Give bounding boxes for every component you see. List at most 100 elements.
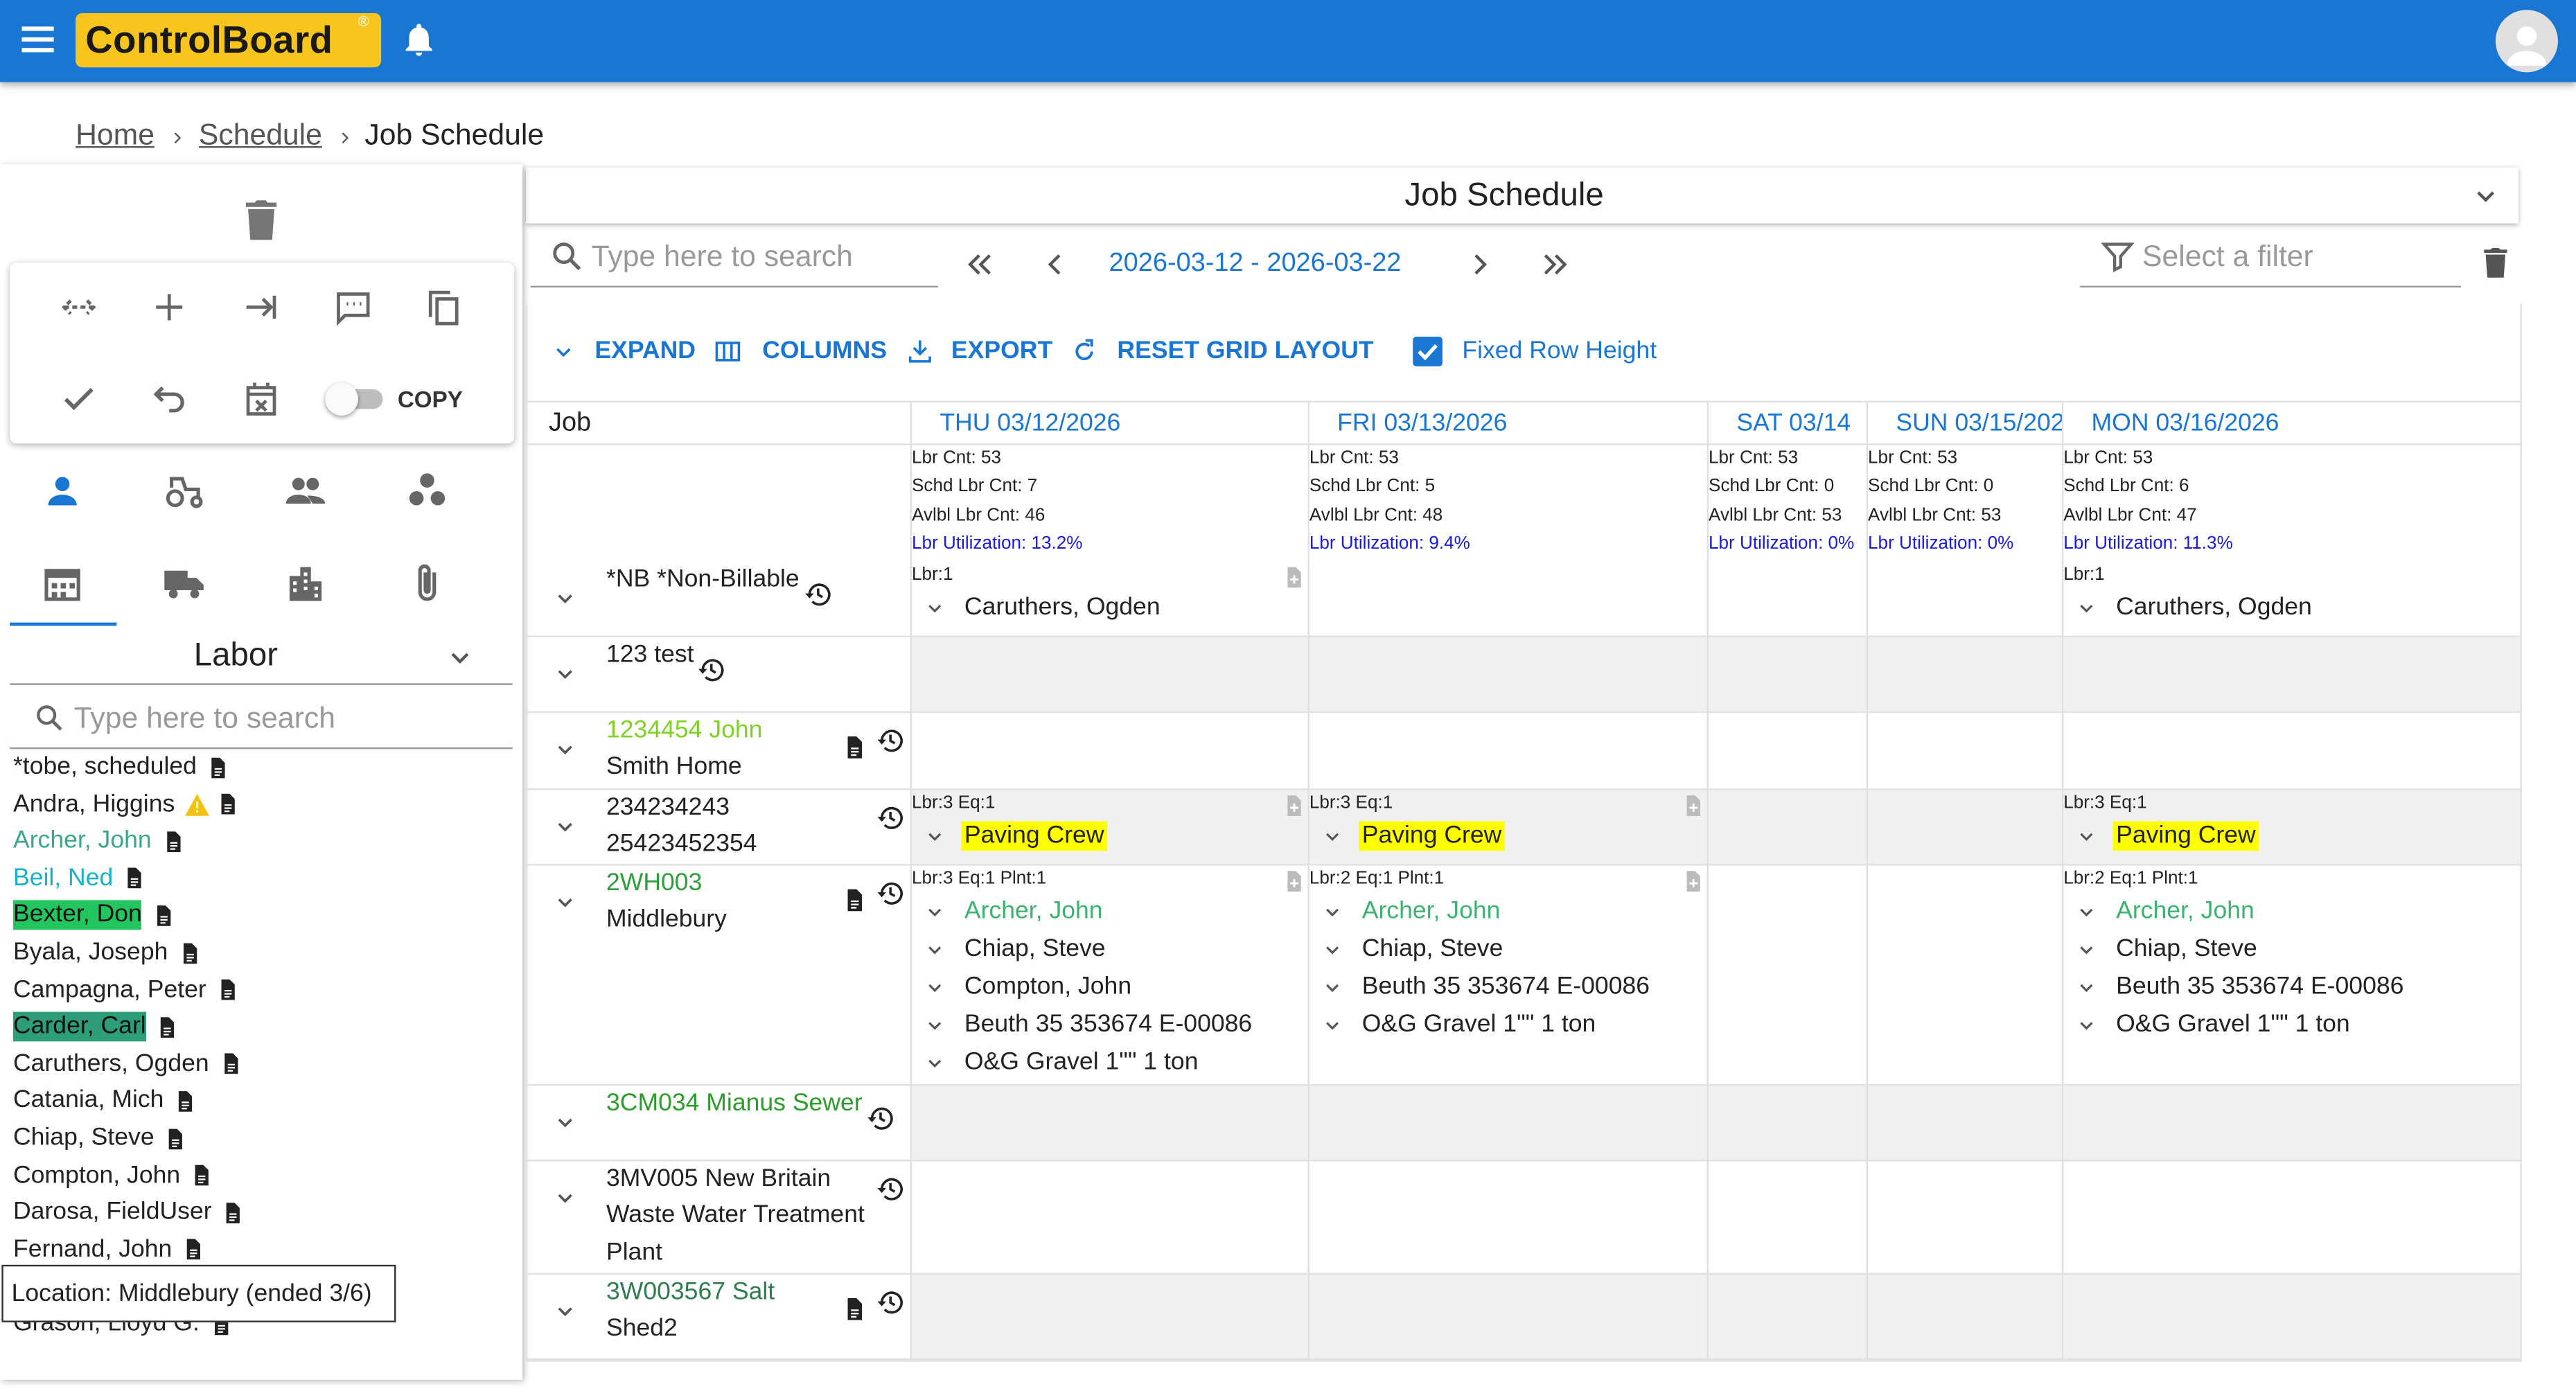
row-expand[interactable]	[550, 583, 580, 613]
action-button[interactable]: EXPORT	[951, 337, 1053, 365]
fixed-row-checkbox[interactable]	[1413, 337, 1443, 366]
avatar[interactable]	[2495, 10, 2558, 73]
cell-item[interactable]: Chiap, Steve	[1361, 934, 1503, 963]
toolbar-button[interactable]	[242, 287, 281, 327]
tab-button[interactable]	[41, 470, 84, 513]
doc-icon[interactable]	[164, 1126, 188, 1151]
delete-button[interactable]	[235, 194, 288, 247]
toolbar-button[interactable]	[150, 380, 189, 419]
labor-item[interactable]: Catania, Mich	[12, 1086, 164, 1115]
row-expand[interactable]	[550, 734, 580, 764]
doc-icon[interactable]	[151, 903, 176, 928]
tab-button[interactable]	[406, 470, 449, 513]
doc-icon[interactable]	[122, 866, 147, 891]
cell-item[interactable]: Paving Crew	[1358, 821, 1506, 851]
doc-icon[interactable]	[218, 1052, 243, 1076]
toolbar-button[interactable]	[59, 380, 98, 419]
tab-button[interactable]	[284, 470, 327, 513]
labor-item[interactable]: Beil, Ned	[12, 863, 114, 892]
job-history-icon[interactable]	[876, 1288, 906, 1318]
item-expand[interactable]	[921, 1012, 948, 1038]
item-expand[interactable]	[921, 898, 948, 925]
cell-item[interactable]: Beuth 35 353674 E-00086	[1361, 972, 1650, 1001]
menu-button[interactable]	[17, 18, 60, 61]
date-nav-button[interactable]	[1462, 247, 1498, 283]
item-expand[interactable]	[921, 937, 948, 963]
cell-item[interactable]: Paving Crew	[961, 821, 1108, 851]
cell-item[interactable]: Archer, John	[2116, 896, 2255, 925]
toolbar-button[interactable]	[242, 380, 281, 419]
job-history-icon[interactable]	[865, 1104, 895, 1133]
labor-item[interactable]: Bexter, Don	[12, 901, 142, 931]
labor-item[interactable]: Andra, Higgins	[12, 789, 175, 817]
cell-item[interactable]: Archer, John	[964, 896, 1103, 925]
cell-item[interactable]: Paving Crew	[2112, 821, 2259, 851]
cell-item[interactable]: Compton, John	[964, 972, 1132, 1001]
item-expand[interactable]	[1319, 823, 1346, 849]
tab-button[interactable]	[284, 562, 327, 605]
item-expand[interactable]	[2073, 974, 2099, 1000]
row-expand[interactable]	[550, 1296, 580, 1326]
doc-icon[interactable]	[173, 1089, 197, 1114]
toolbar-button[interactable]	[333, 287, 373, 327]
doc-icon[interactable]	[221, 1200, 246, 1225]
doc-icon[interactable]	[155, 1015, 180, 1040]
collapse-button[interactable]	[2468, 177, 2504, 213]
item-expand[interactable]	[2073, 594, 2099, 621]
job-doc-icon[interactable]	[841, 734, 867, 761]
cell-item[interactable]: Chiap, Steve	[2116, 934, 2257, 963]
job-doc-icon[interactable]	[841, 887, 867, 913]
item-expand[interactable]	[1319, 937, 1346, 963]
cell-item[interactable]: Beuth 35 353674 E-00086	[964, 1010, 1253, 1038]
search-input[interactable]: Type here to search	[73, 701, 335, 734]
cell-item[interactable]: Caruthers, Ogden	[964, 593, 1161, 621]
job-history-icon[interactable]	[697, 655, 727, 685]
filter-input[interactable]: Select a filter	[2142, 240, 2313, 273]
job-history-icon[interactable]	[802, 580, 832, 610]
row-expand[interactable]	[550, 1182, 580, 1212]
row-expand[interactable]	[550, 811, 580, 841]
cell-item[interactable]: Chiap, Steve	[964, 934, 1106, 963]
date-nav-button[interactable]	[1537, 247, 1573, 283]
date-range[interactable]: 2026-03-12 - 2026-03-22	[1109, 249, 1402, 278]
date-nav-button[interactable]	[1036, 247, 1073, 283]
cell-note-icon[interactable]	[1280, 565, 1305, 590]
toolbar-button[interactable]	[424, 287, 464, 327]
copy-toggle[interactable]	[325, 382, 383, 416]
item-expand[interactable]	[921, 823, 948, 849]
doc-icon[interactable]	[181, 1237, 206, 1262]
doc-icon[interactable]	[177, 941, 202, 966]
doc-icon[interactable]	[206, 755, 231, 780]
labor-item[interactable]: Caruthers, Ogden	[12, 1049, 209, 1078]
job-history-icon[interactable]	[876, 879, 906, 909]
cell-note-icon[interactable]	[1680, 792, 1705, 817]
tab-button[interactable]	[41, 562, 84, 605]
item-expand[interactable]	[2073, 823, 2099, 849]
cell-item[interactable]: Caruthers, Ogden	[2116, 593, 2312, 621]
item-expand[interactable]	[921, 974, 948, 1000]
item-expand[interactable]	[1319, 1012, 1346, 1038]
doc-icon[interactable]	[161, 829, 186, 854]
cell-note-icon[interactable]	[1280, 792, 1305, 817]
cell-item[interactable]: O&G Gravel 1"" 1 ton	[964, 1047, 1199, 1076]
labor-item[interactable]: Compton, John	[12, 1160, 181, 1189]
action-button[interactable]: COLUMNS	[762, 337, 888, 365]
date-nav-button[interactable]	[961, 247, 997, 283]
labor-item[interactable]: Fernand, John	[12, 1234, 173, 1263]
tab-button[interactable]	[163, 470, 206, 513]
section-select[interactable]: Labor	[193, 637, 279, 674]
doc-icon[interactable]	[189, 1163, 214, 1188]
item-expand[interactable]	[921, 1049, 948, 1076]
notifications-button[interactable]	[399, 19, 439, 59]
breadcrumb-item[interactable]: Home	[76, 118, 155, 152]
toolbar-button[interactable]	[59, 287, 98, 327]
tab-button[interactable]	[163, 562, 206, 605]
cell-item[interactable]: O&G Gravel 1"" 1 ton	[2116, 1010, 2350, 1038]
labor-item[interactable]: *tobe, scheduled	[12, 752, 197, 781]
row-expand[interactable]	[550, 1107, 580, 1137]
toolbar-button[interactable]	[150, 287, 189, 327]
section-dropdown[interactable]	[442, 639, 478, 675]
job-doc-icon[interactable]	[841, 1296, 867, 1322]
item-expand[interactable]	[921, 594, 948, 621]
job-history-icon[interactable]	[876, 1174, 906, 1204]
